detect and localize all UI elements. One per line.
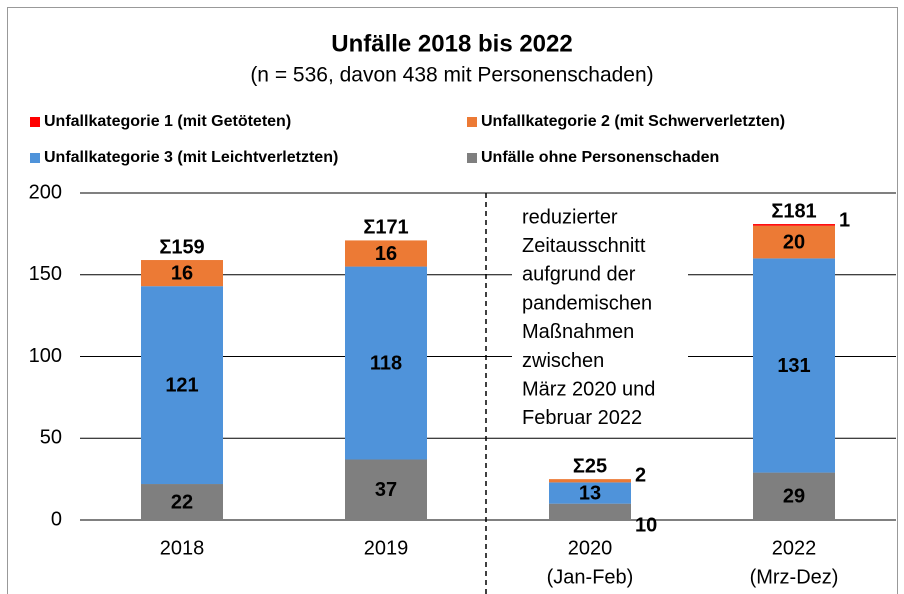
annotation-line: Maßnahmen	[522, 321, 634, 343]
data-label: 10	[635, 514, 657, 536]
total-label: Σ171	[363, 217, 408, 239]
data-label: 20	[783, 231, 805, 253]
data-label: 131	[777, 355, 810, 377]
bar-segment	[345, 240, 427, 267]
data-label: 1	[839, 209, 850, 231]
x-tick-label: 2018	[160, 537, 205, 559]
annotation-line: Zeitausschnitt	[522, 235, 646, 257]
x-tick-sublabel: (Jan-Feb)	[547, 566, 634, 588]
annotation-line: pandemischen	[522, 292, 652, 314]
bar-segment	[753, 224, 835, 226]
bar-segment	[753, 472, 835, 520]
bar-segment	[141, 286, 223, 485]
chart-title: Unfälle 2018 bis 2022	[331, 30, 572, 57]
legend-label: Unfallkategorie 1 (mit Getöteten)	[44, 113, 291, 130]
annotation-bg	[512, 200, 688, 436]
data-label: 16	[171, 262, 193, 284]
bar-segment	[753, 225, 835, 259]
y-tick-label: 150	[29, 263, 62, 285]
total-label: Σ25	[573, 455, 607, 477]
bar-segment	[345, 459, 427, 520]
bar-segment	[549, 479, 631, 483]
annotation-line: aufgrund der	[522, 264, 636, 286]
legend-swatch	[467, 153, 477, 163]
annotation-line: reduzierter	[522, 206, 618, 228]
bar-segment	[345, 266, 427, 460]
data-label: 121	[165, 374, 198, 396]
data-label: 13	[579, 482, 601, 504]
data-label: 118	[370, 352, 402, 374]
bar-segment	[549, 503, 631, 520]
y-tick-label: 0	[51, 508, 62, 530]
x-tick-label: 2022	[772, 537, 817, 559]
bar-segment	[549, 482, 631, 504]
total-label: Σ181	[771, 200, 816, 222]
data-label: 16	[375, 243, 397, 265]
x-tick-label: 2019	[364, 537, 409, 559]
annotation-line: Februar 2022	[522, 407, 642, 429]
data-label: 29	[783, 486, 805, 508]
data-label: 37	[375, 479, 397, 501]
legend-label: Unfälle ohne Personenschaden	[481, 149, 719, 166]
annotation: reduzierter Zeitausschnitt aufgrund der pan…	[512, 200, 688, 436]
legend-swatch	[467, 117, 477, 127]
data-label: 22	[171, 491, 193, 513]
bar-segment	[141, 260, 223, 287]
annotation-line: März 2020 und	[522, 378, 655, 400]
y-tick-label: 200	[29, 181, 62, 203]
data-label: 2	[635, 464, 646, 486]
annotation-line: zwischen	[522, 350, 604, 372]
y-tick-label: 50	[40, 427, 62, 449]
x-tick-label: 2020	[568, 537, 613, 559]
bar-segment	[753, 258, 835, 473]
total-label: Σ159	[159, 236, 204, 258]
y-tick-label: 100	[29, 345, 62, 367]
legend-swatch	[30, 153, 40, 163]
legend-label: Unfallkategorie 3 (mit Leichtverletzten)	[44, 149, 338, 166]
chart-subtitle: (n = 536, davon 438 mit Personenschaden)	[250, 64, 653, 87]
bar-segment	[141, 484, 223, 520]
x-tick-sublabel: (Mrz-Dez)	[750, 566, 839, 588]
legend-label: Unfallkategorie 2 (mit Schwerverletzten)	[481, 113, 785, 130]
legend-swatch	[30, 117, 40, 127]
chart-border	[7, 7, 898, 594]
